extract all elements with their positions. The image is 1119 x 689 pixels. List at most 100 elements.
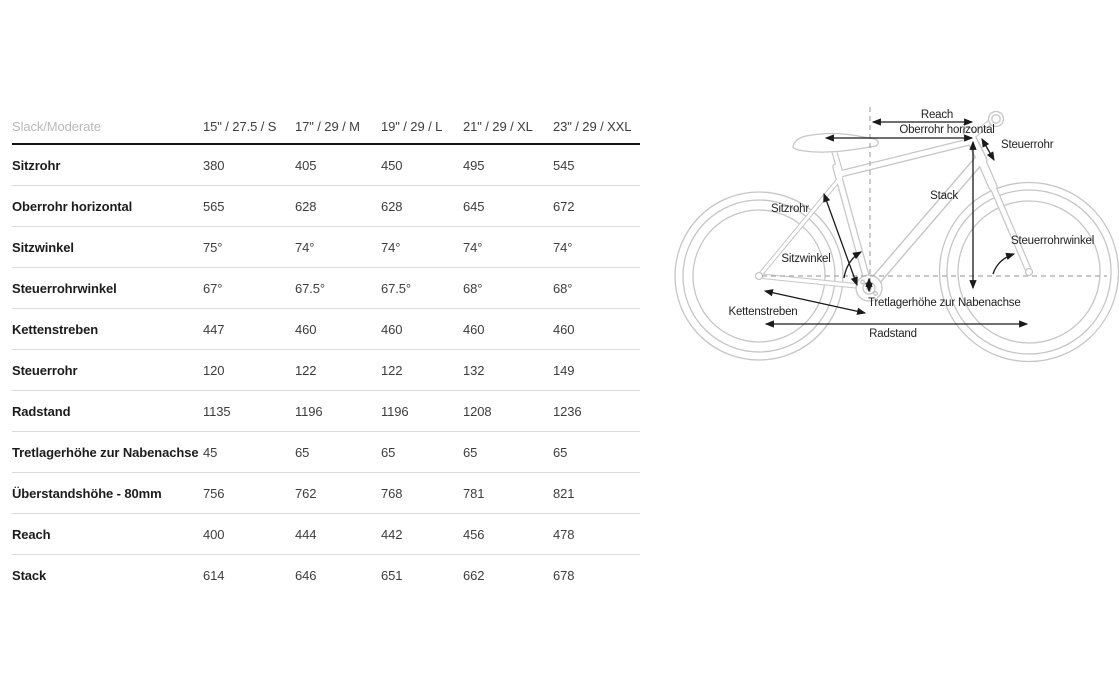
- row-value: 68°: [463, 280, 483, 296]
- row-label: Reach: [12, 526, 51, 542]
- column-header-size-l: 19" / 29 / L: [381, 119, 443, 134]
- row-label: Steuerrohrwinkel: [12, 280, 117, 296]
- row-value: 1135: [203, 403, 231, 419]
- row-value: 45: [203, 444, 218, 460]
- row-value: 75°: [203, 239, 223, 255]
- row-value: 122: [381, 362, 403, 378]
- diagram-label-steuerrohrwinkel: Steuerrohrwinkel: [1011, 235, 1094, 247]
- table-row: Sitzrohr 380 405 450 495 545: [12, 145, 640, 185]
- row-value: 65: [553, 444, 568, 460]
- row-value: 132: [463, 362, 485, 378]
- row-value: 565: [203, 198, 225, 214]
- table-body: Sitzrohr 380 405 450 495 545 Oberrohr horizont…: [12, 145, 640, 595]
- row-value: 678: [553, 567, 575, 583]
- row-value: 444: [295, 526, 317, 542]
- row-value: 1196: [381, 403, 409, 419]
- rear-axle: [754, 271, 764, 281]
- row-value: 672: [553, 198, 575, 214]
- column-header-size-xl: 21" / 29 / XL: [463, 119, 533, 134]
- row-value: 67°: [203, 280, 223, 296]
- table-row: Reach 400 444 442 456 478: [12, 513, 640, 554]
- row-value: 400: [203, 526, 225, 542]
- row-value: 450: [381, 157, 403, 173]
- diagram-labels: Reach Oberrohr horizontal Steuerrohr Sta…: [728, 109, 1094, 340]
- row-value: 781: [463, 485, 485, 501]
- row-value: 628: [381, 198, 403, 214]
- row-value: 460: [463, 321, 485, 337]
- row-value: 67.5°: [381, 280, 412, 296]
- row-value: 478: [553, 526, 575, 542]
- row-value: 120: [203, 362, 225, 378]
- table-row: Steuerrohr 120 122 122 132 149: [12, 349, 640, 390]
- row-label: Oberrohr horizontal: [12, 198, 133, 214]
- table-row: Steuerrohrwinkel 67° 67.5° 67.5° 68° 68°: [12, 267, 640, 308]
- row-value: 1196: [295, 403, 323, 419]
- handlebar-grip: [987, 110, 1005, 128]
- row-value: 651: [381, 567, 403, 583]
- row-label: Sitzwinkel: [12, 239, 74, 255]
- row-value: 65: [295, 444, 310, 460]
- row-value: 645: [463, 198, 485, 214]
- diagram-label-stack: Stack: [930, 190, 958, 202]
- row-value: 768: [381, 485, 403, 501]
- row-value: 447: [203, 321, 225, 337]
- row-label: Tretlagerhöhe zur Nabenachse: [12, 444, 199, 460]
- dimension-arrows: [763, 118, 1029, 328]
- row-value: 821: [553, 485, 575, 501]
- row-value: 460: [381, 321, 403, 337]
- table-row: Tretlagerhöhe zur Nabenachse 45 65 65 65 65: [12, 431, 640, 472]
- table-row: Oberrohr horizontal 565 628 628 645 672: [12, 185, 640, 226]
- diagram-label-kettenstreben: Kettenstreben: [728, 306, 797, 318]
- row-value: 149: [553, 362, 575, 378]
- row-value: 68°: [553, 280, 573, 296]
- row-value: 762: [295, 485, 317, 501]
- row-value: 456: [463, 526, 485, 542]
- table-corner-label: Slack/Moderate: [12, 119, 101, 134]
- diagram-label-radstand: Radstand: [869, 328, 917, 340]
- row-label: Radstand: [12, 403, 71, 419]
- row-value: 756: [203, 485, 225, 501]
- column-header-size-m: 17" / 29 / M: [295, 119, 360, 134]
- bike-geometry-diagram: Reach Oberrohr horizontal Steuerrohr Sta…: [674, 107, 1119, 363]
- table-header-row: Slack/Moderate 15" / 27.5 / S 17" / 29 /…: [12, 110, 640, 145]
- row-value: 495: [463, 157, 485, 173]
- row-value: 67.5°: [295, 280, 326, 296]
- geometry-table: Slack/Moderate 15" / 27.5 / S 17" / 29 /…: [12, 110, 640, 595]
- row-label: Steuerrohr: [12, 362, 78, 378]
- diagram-label-sitzwinkel: Sitzwinkel: [781, 253, 830, 265]
- row-value: 74°: [295, 239, 315, 255]
- row-value: 545: [553, 157, 575, 173]
- row-value: 380: [203, 157, 225, 173]
- row-value: 65: [463, 444, 478, 460]
- row-value: 122: [295, 362, 317, 378]
- table-row: Überstandshöhe - 80mm 756 762 768 781 821: [12, 472, 640, 513]
- column-header-size-xxl: 23" / 29 / XXL: [553, 119, 632, 134]
- table-row: Stack 614 646 651 662 678: [12, 554, 640, 595]
- front-axle: [1024, 267, 1034, 277]
- row-value: 614: [203, 567, 225, 583]
- diagram-label-oberrohr: Oberrohr horizontal: [899, 124, 994, 136]
- row-value: 74°: [463, 239, 483, 255]
- row-value: 628: [295, 198, 317, 214]
- row-value: 405: [295, 157, 317, 173]
- table-row: Sitzwinkel 75° 74° 74° 74° 74°: [12, 226, 640, 267]
- row-value: 74°: [553, 239, 573, 255]
- table-row: Radstand 1135 1196 1196 1208 1236: [12, 390, 640, 431]
- table-row: Kettenstreben 447 460 460 460 460: [12, 308, 640, 349]
- row-label: Stack: [12, 567, 47, 583]
- saddle: [792, 132, 879, 153]
- diagram-label-steuerrohr: Steuerrohr: [1001, 139, 1054, 151]
- row-value: 662: [463, 567, 485, 583]
- row-value: 1208: [463, 403, 492, 419]
- row-value: 646: [295, 567, 317, 583]
- diagram-label-tretlagerhoehe: Tretlagerhöhe zur Nabenachse: [868, 297, 1021, 309]
- row-value: 460: [553, 321, 575, 337]
- column-header-size-s: 15" / 27.5 / S: [203, 119, 277, 134]
- diagram-label-reach: Reach: [921, 109, 953, 121]
- row-label: Sitzrohr: [12, 157, 61, 173]
- row-value: 442: [381, 526, 403, 542]
- row-value: 1236: [553, 403, 582, 419]
- row-value: 65: [381, 444, 396, 460]
- diagram-label-sitzrohr: Sitzrohr: [771, 203, 809, 215]
